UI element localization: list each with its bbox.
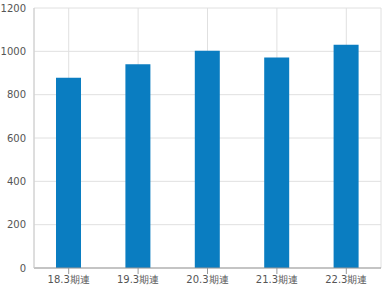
svg-text:400: 400 (8, 176, 26, 187)
svg-text:800: 800 (8, 89, 26, 100)
svg-text:21.3期連: 21.3期連 (256, 274, 298, 285)
svg-text:22.3期連: 22.3期連 (325, 274, 367, 285)
svg-text:18.3期連: 18.3期連 (48, 274, 90, 285)
svg-text:19.3期連: 19.3期連 (117, 274, 159, 285)
svg-text:200: 200 (8, 219, 26, 230)
svg-text:0: 0 (20, 263, 26, 274)
svg-text:1000: 1000 (8, 46, 26, 57)
svg-text:600: 600 (8, 133, 26, 144)
svg-text:20.3期連: 20.3期連 (186, 274, 228, 285)
svg-text:1200: 1200 (8, 3, 26, 14)
